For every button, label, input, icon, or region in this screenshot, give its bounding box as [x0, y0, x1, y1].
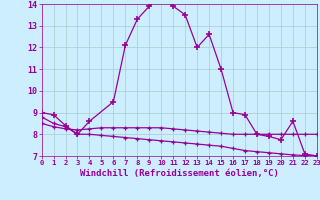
X-axis label: Windchill (Refroidissement éolien,°C): Windchill (Refroidissement éolien,°C) [80, 169, 279, 178]
